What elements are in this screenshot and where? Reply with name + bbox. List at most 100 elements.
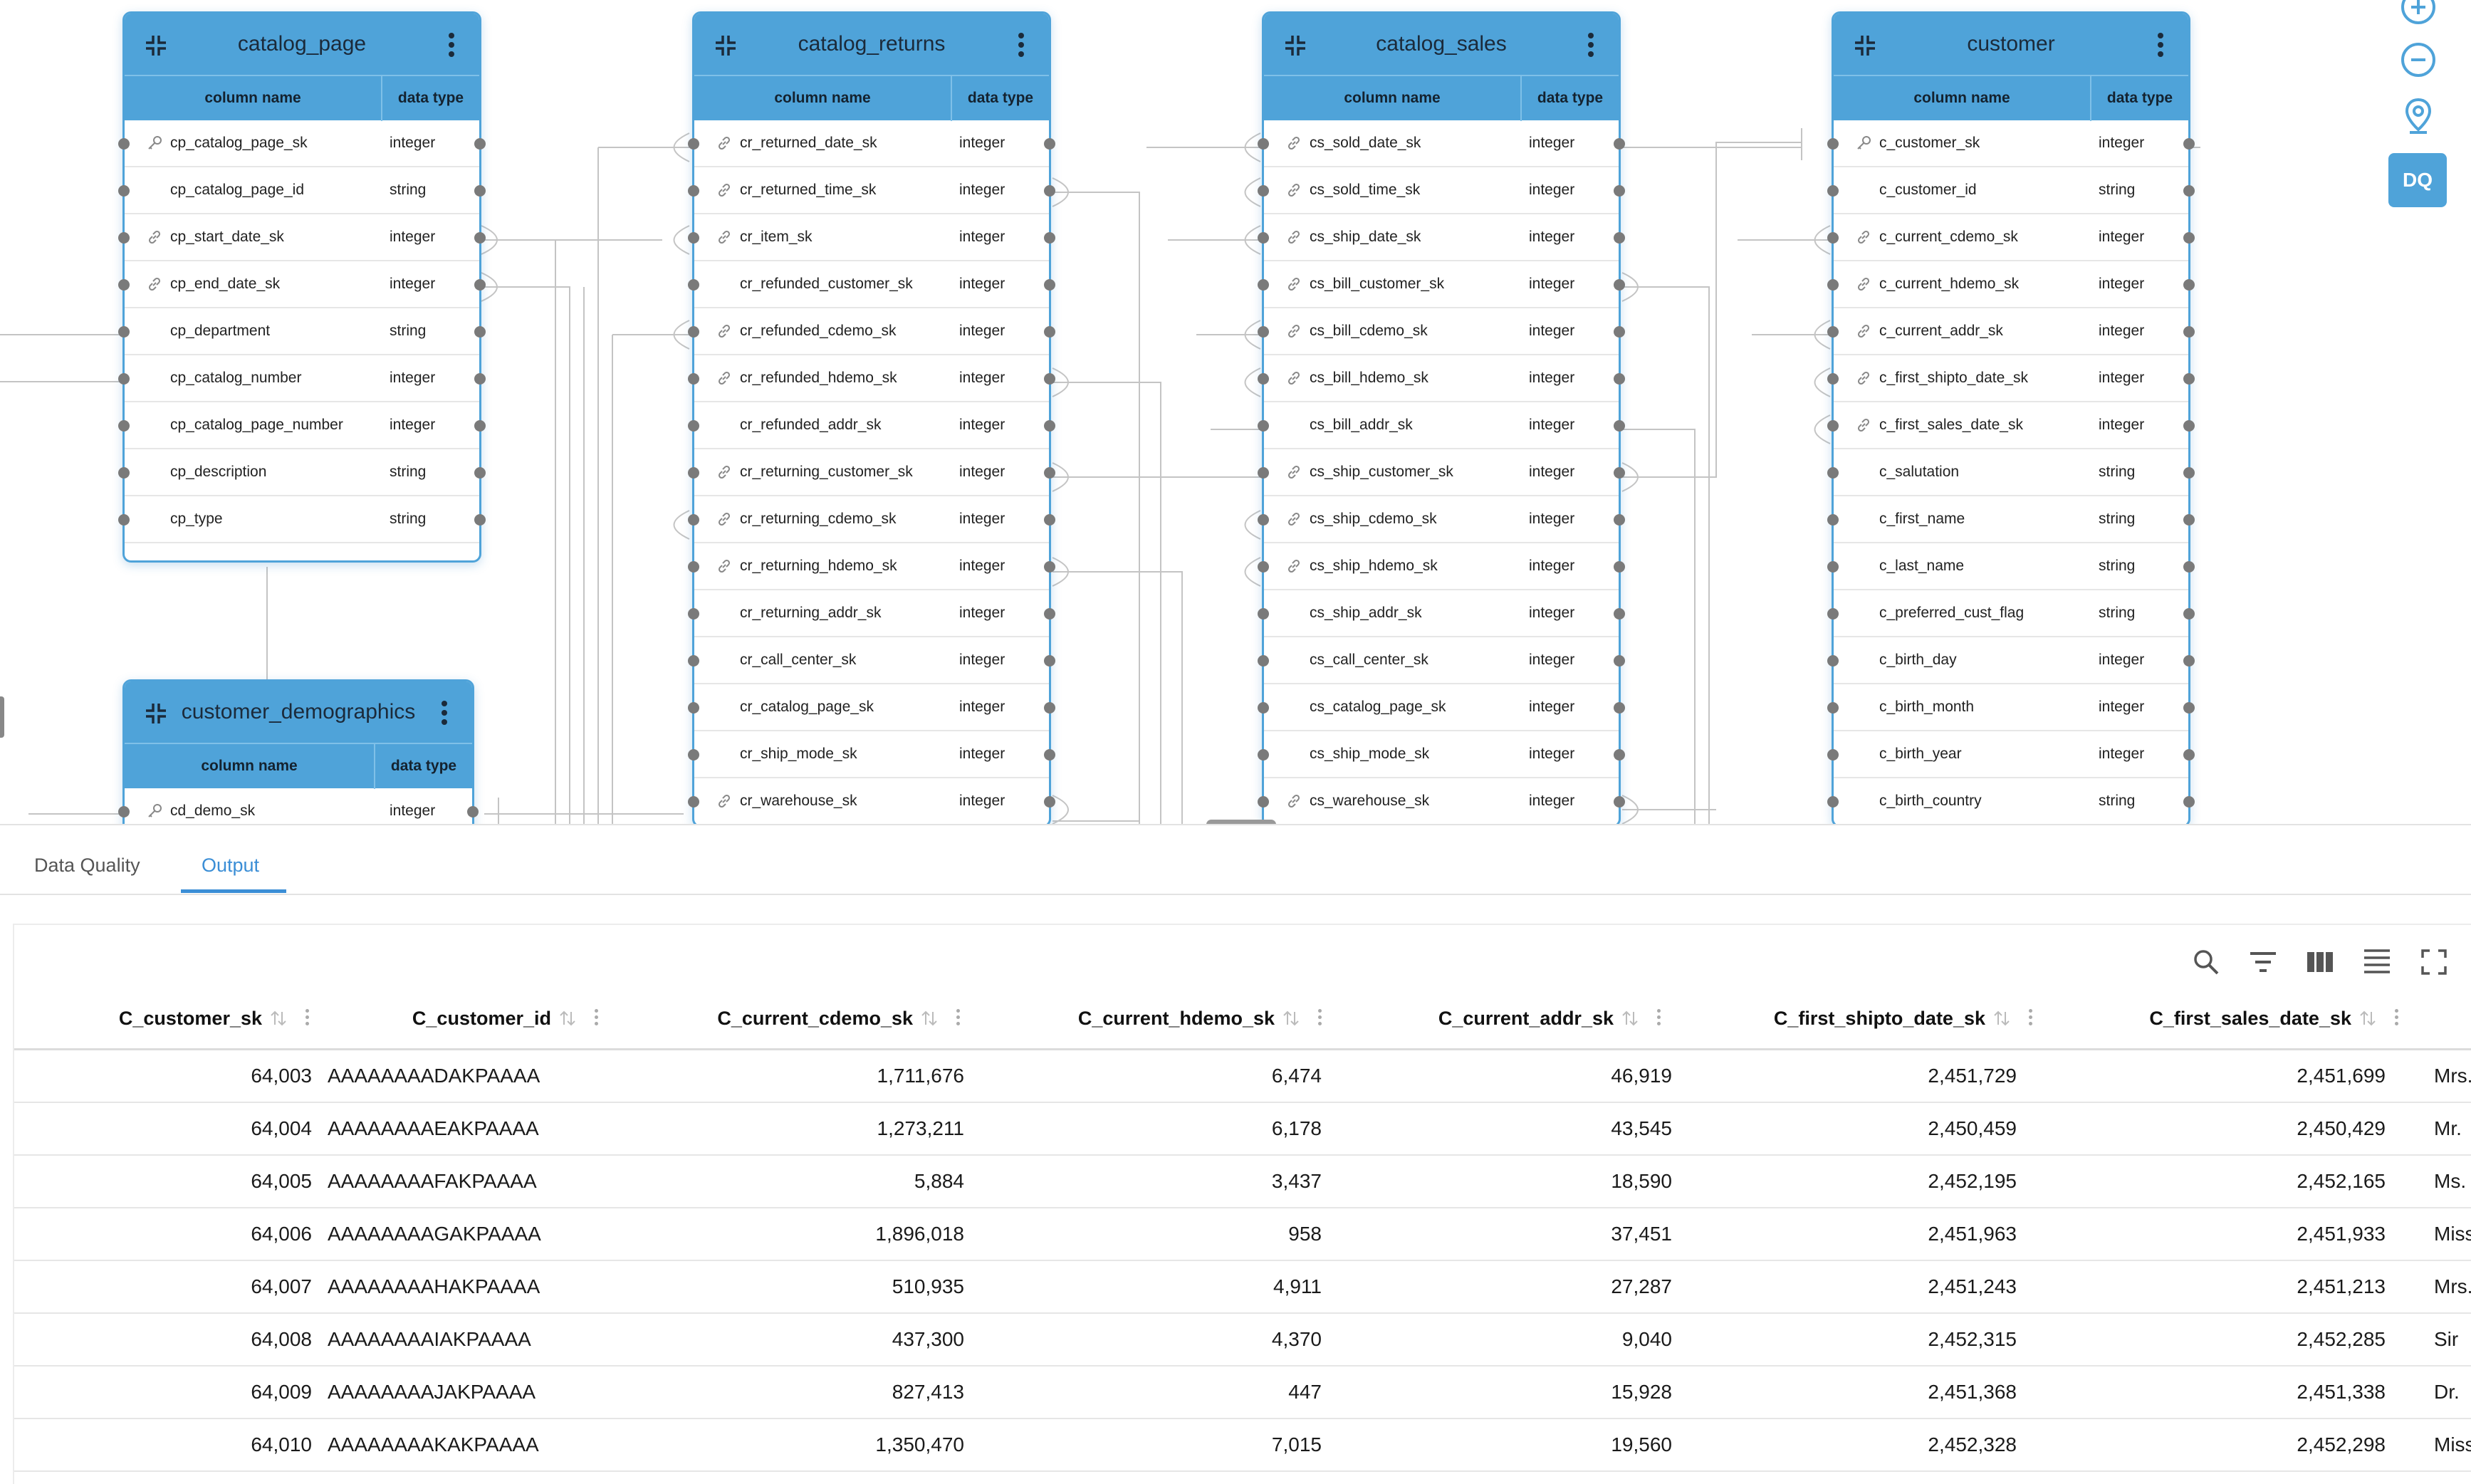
connection-port[interactable] — [118, 185, 130, 197]
search-icon[interactable] — [2190, 946, 2222, 978]
connection-port[interactable] — [1258, 796, 1269, 808]
connection-port[interactable] — [1044, 749, 1055, 761]
column-row[interactable]: c_birth_month integer — [1827, 684, 2195, 731]
connection-port[interactable] — [118, 514, 130, 526]
density-icon[interactable] — [2361, 946, 2393, 978]
table-header[interactable]: catalog_sales — [1264, 14, 1619, 75]
column-header-cell[interactable]: C_customer_id — [412, 986, 600, 1050]
column-menu-icon[interactable] — [2027, 1009, 2034, 1028]
column-row[interactable]: cs_ship_cdemo_sk integer — [1258, 496, 1625, 543]
connection-port[interactable] — [1827, 279, 1839, 291]
table-row[interactable]: 64,009 AAAAAAAAJAKPAAAA 827,413 447 15,928 2,… — [14, 1367, 2471, 1419]
column-row[interactable]: c_preferred_cust_flag string — [1827, 590, 2195, 637]
column-row[interactable]: cp_department string — [118, 308, 486, 355]
connection-port[interactable] — [1044, 138, 1055, 150]
connection-port[interactable] — [1614, 608, 1625, 620]
column-row[interactable]: cs_bill_cdemo_sk integer — [1258, 308, 1625, 355]
connection-port[interactable] — [1044, 420, 1055, 432]
column-row[interactable]: cp_type string — [118, 496, 486, 543]
table-row[interactable]: 64,010 AAAAAAAAKAKPAAAA 1,350,470 7,015 19,5… — [14, 1419, 2471, 1472]
more-options-icon[interactable] — [2157, 33, 2164, 57]
more-options-icon[interactable] — [1018, 33, 1025, 57]
connection-port[interactable] — [118, 806, 130, 817]
table-node-catalog-sales[interactable]: catalog_sales column name data type cs_sold… — [1258, 11, 1625, 824]
connection-port[interactable] — [1614, 185, 1625, 197]
connection-port[interactable] — [2183, 514, 2195, 526]
connection-port[interactable] — [688, 514, 699, 526]
more-options-icon[interactable] — [1587, 33, 1594, 57]
column-row[interactable]: cs_ship_date_sk integer — [1258, 214, 1625, 261]
connection-port[interactable] — [688, 232, 699, 244]
table-node-catalog-page[interactable]: catalog_page column name data type cp_catal… — [118, 11, 486, 563]
column-header-cell[interactable]: C_customer_sk — [119, 986, 310, 1050]
column-row[interactable]: c_birth_year integer — [1827, 731, 2195, 778]
connection-port[interactable] — [1258, 373, 1269, 385]
connection-port[interactable] — [1827, 232, 1839, 244]
connection-port[interactable] — [688, 608, 699, 620]
connection-port[interactable] — [688, 185, 699, 197]
column-header-cell[interactable]: C_first_shipto_date_sk — [1774, 986, 2034, 1050]
connection-port[interactable] — [2183, 279, 2195, 291]
connection-port[interactable] — [1044, 232, 1055, 244]
connection-port[interactable] — [688, 655, 699, 667]
connection-port[interactable] — [1258, 561, 1269, 573]
connection-port[interactable] — [2183, 796, 2195, 808]
table-row[interactable]: 64,003 AAAAAAAADAKPAAAA 1,711,676 6,474 46,9… — [14, 1050, 2471, 1103]
connection-port[interactable] — [1614, 655, 1625, 667]
connection-port[interactable] — [1614, 279, 1625, 291]
table-header[interactable]: customer_demographics — [125, 681, 472, 743]
column-row[interactable]: c_current_cdemo_sk integer — [1827, 214, 2195, 261]
left-panel-handle[interactable] — [0, 696, 4, 738]
column-row[interactable]: c_customer_sk integer — [1827, 120, 2195, 167]
connection-port[interactable] — [1614, 326, 1625, 338]
zoom-out-icon[interactable] — [2398, 40, 2438, 80]
connection-port[interactable] — [1258, 138, 1269, 150]
connection-port[interactable] — [2183, 373, 2195, 385]
connection-port[interactable] — [1258, 467, 1269, 479]
column-header-cell[interactable]: C_current_hdemo_sk — [1078, 986, 1323, 1050]
column-header-cell[interactable]: C_current_cdemo_sk — [717, 986, 961, 1050]
more-options-icon[interactable] — [441, 701, 448, 725]
column-menu-icon[interactable] — [1316, 1009, 1323, 1028]
sort-icon[interactable] — [1282, 1009, 1300, 1028]
filter-icon[interactable] — [2247, 946, 2279, 978]
connection-port[interactable] — [2183, 561, 2195, 573]
column-row[interactable]: cs_ship_addr_sk integer — [1258, 590, 1625, 637]
connection-port[interactable] — [1044, 514, 1055, 526]
connection-port[interactable] — [474, 138, 486, 150]
column-row[interactable]: cs_bill_hdemo_sk integer — [1258, 355, 1625, 402]
column-row[interactable]: cs_bill_addr_sk integer — [1258, 402, 1625, 449]
column-row[interactable]: cs_bill_customer_sk integer — [1258, 261, 1625, 308]
column-row[interactable]: cs_ship_customer_sk integer — [1258, 449, 1625, 496]
connection-port[interactable] — [1827, 373, 1839, 385]
connection-port[interactable] — [688, 138, 699, 150]
connection-port[interactable] — [2183, 702, 2195, 714]
connection-port[interactable] — [1044, 796, 1055, 808]
column-row[interactable]: c_customer_id string — [1827, 167, 2195, 214]
column-row[interactable]: cp_description string — [118, 449, 486, 496]
connection-port[interactable] — [474, 279, 486, 291]
connection-port[interactable] — [1258, 232, 1269, 244]
connection-port[interactable] — [1258, 655, 1269, 667]
connection-port[interactable] — [688, 420, 699, 432]
column-row[interactable]: c_birth_day integer — [1827, 637, 2195, 684]
column-row[interactable]: cp_start_date_sk integer — [118, 214, 486, 261]
columns-icon[interactable] — [2304, 946, 2336, 978]
location-pin-icon[interactable] — [2398, 95, 2438, 135]
connection-port[interactable] — [1044, 655, 1055, 667]
connection-port[interactable] — [1614, 796, 1625, 808]
connection-port[interactable] — [688, 467, 699, 479]
connection-port[interactable] — [2183, 655, 2195, 667]
column-menu-icon[interactable] — [303, 1009, 310, 1028]
collapse-icon[interactable] — [145, 702, 167, 725]
connection-port[interactable] — [688, 326, 699, 338]
column-row[interactable]: cr_catalog_page_sk integer — [688, 684, 1055, 731]
fullscreen-icon[interactable] — [2418, 946, 2450, 978]
connection-port[interactable] — [2183, 232, 2195, 244]
connection-port[interactable] — [1614, 420, 1625, 432]
connection-port[interactable] — [1827, 138, 1839, 150]
connection-port[interactable] — [1614, 514, 1625, 526]
column-row[interactable]: cr_call_center_sk integer — [688, 637, 1055, 684]
collapse-icon[interactable] — [1854, 34, 1876, 57]
column-row[interactable]: cr_returned_date_sk integer — [688, 120, 1055, 167]
